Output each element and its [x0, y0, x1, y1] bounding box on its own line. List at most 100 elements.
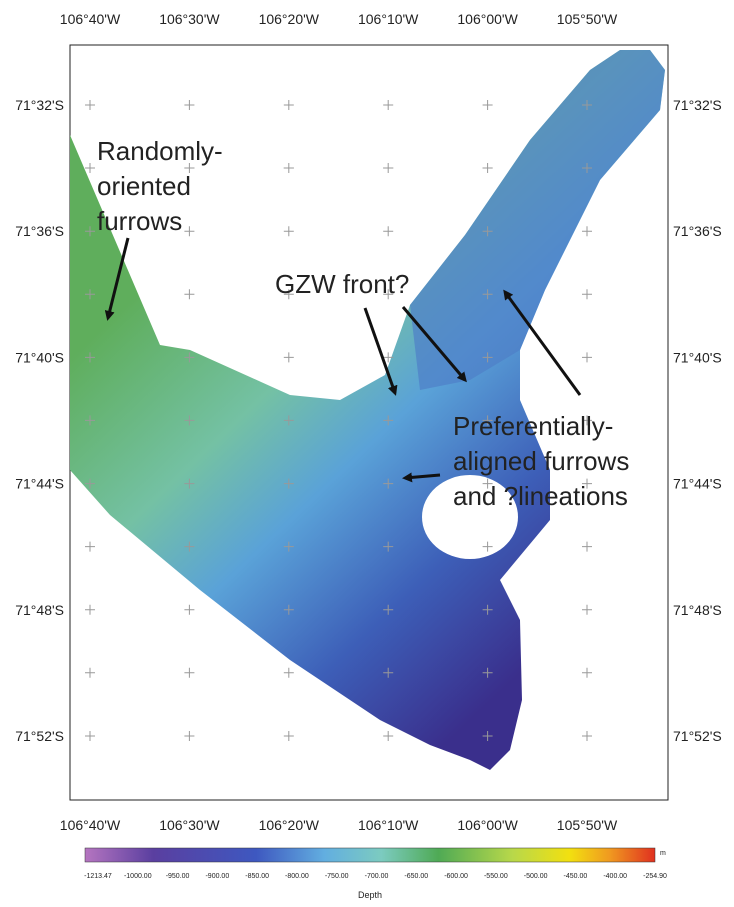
graticule-cross [582, 163, 592, 173]
colorbar-unit: m [660, 850, 666, 857]
colorbar-label: -400.00 [603, 873, 627, 880]
graticule-cross [383, 100, 394, 110]
graticule-cross [482, 604, 493, 615]
graticule-cross [85, 541, 95, 552]
graticule-cross [383, 604, 394, 615]
graticule-cross [582, 541, 592, 552]
colorbar-label: -500.00 [524, 873, 548, 880]
graticule-cross [283, 289, 294, 300]
latitude-label: 71°36'S [673, 223, 722, 239]
latitude-label: 71°52'S [15, 728, 64, 744]
annotation: aligned furrows [453, 446, 629, 476]
longitude-label: 106°40'W [60, 11, 121, 27]
graticule-cross [582, 100, 592, 110]
graticule-cross [85, 100, 95, 110]
colorbar-label: -750.00 [325, 873, 349, 880]
arrow [503, 289, 582, 396]
longitude-label: 106°10'W [358, 11, 419, 27]
colorbar-label: -850.00 [245, 873, 269, 880]
graticule-cross [184, 541, 195, 552]
longitude-label: 106°40'W [60, 817, 121, 833]
colorbar-label: -900.00 [205, 873, 229, 880]
graticule-cross [184, 478, 195, 489]
latitude-label: 71°44'S [15, 476, 64, 492]
graticule-cross [184, 667, 195, 678]
graticule-cross [482, 478, 493, 489]
graticule-cross [482, 163, 493, 173]
annotation: and ?lineations [453, 481, 628, 511]
graticule-cross [582, 478, 592, 489]
colorbar-label: -650.00 [404, 873, 428, 880]
graticule-cross [85, 604, 95, 615]
longitude-label: 106°10'W [358, 817, 419, 833]
colorbar-label: -950.00 [166, 873, 190, 880]
graticule-cross [184, 289, 195, 300]
graticule-cross [85, 289, 95, 300]
graticule-cross [482, 541, 493, 552]
graticule-cross [184, 226, 195, 237]
survey-area-north [410, 50, 665, 390]
graticule-cross [184, 604, 195, 615]
graticule-cross [482, 100, 493, 110]
graticule-cross [283, 226, 294, 237]
graticule-cross [184, 731, 195, 741]
colorbar-label: -1213.47 [84, 873, 112, 880]
annotation: Randomly- [97, 136, 223, 166]
annotation: Preferentially- [453, 411, 613, 441]
graticule-cross [283, 731, 294, 741]
annotation: furrows [97, 206, 182, 236]
graticule-cross [582, 731, 592, 741]
longitude-label: 106°20'W [259, 817, 320, 833]
colorbar-label: -550.00 [484, 873, 508, 880]
graticule-cross [283, 667, 294, 678]
graticule-cross [582, 289, 592, 300]
colorbar-label: -800.00 [285, 873, 309, 880]
graticule-cross [283, 352, 294, 363]
graticule-cross [85, 667, 95, 678]
colorbar-label: -700.00 [365, 873, 389, 880]
graticule-cross [482, 289, 493, 300]
graticule-cross [85, 731, 95, 741]
colorbar-label: -450.00 [564, 873, 588, 880]
latitude-label: 71°40'S [673, 349, 722, 365]
latitude-label: 71°52'S [673, 728, 722, 744]
colorbar-title: Depth [358, 890, 382, 900]
arrow [104, 237, 130, 321]
graticule-cross [283, 415, 294, 426]
graticule-cross [582, 226, 592, 237]
graticule-cross [383, 226, 394, 237]
graticule-cross [283, 100, 294, 110]
graticule-cross [184, 415, 195, 426]
arrow [402, 472, 441, 483]
graticule-cross [383, 667, 394, 678]
colorbar-label: -1000.00 [124, 873, 152, 880]
latitude-label: 71°44'S [673, 476, 722, 492]
data-gap [422, 475, 518, 559]
graticule-cross [283, 604, 294, 615]
graticule-cross [582, 604, 592, 615]
graticule-cross [283, 478, 294, 489]
graticule-cross [482, 352, 493, 363]
latitude-label: 71°32'S [15, 97, 64, 113]
arrow [363, 307, 398, 396]
latitude-label: 71°40'S [15, 349, 64, 365]
graticule-cross [482, 667, 493, 678]
graticule-cross [582, 667, 592, 678]
longitude-label: 106°30'W [159, 11, 220, 27]
latitude-label: 71°32'S [673, 97, 722, 113]
graticule-cross [482, 415, 493, 426]
graticule-cross [582, 415, 592, 426]
graticule-cross [482, 226, 493, 237]
arrow [401, 306, 467, 383]
annotation: oriented [97, 171, 191, 201]
graticule-cross [85, 163, 95, 173]
longitude-label: 106°20'W [259, 11, 320, 27]
graticule-cross [85, 226, 95, 237]
graticule-cross [184, 352, 195, 363]
graticule [85, 100, 592, 741]
graticule-cross [184, 100, 195, 110]
graticule-cross [184, 163, 195, 173]
colorbar [84, 847, 656, 863]
graticule-cross [383, 415, 394, 426]
graticule-cross [582, 352, 592, 363]
